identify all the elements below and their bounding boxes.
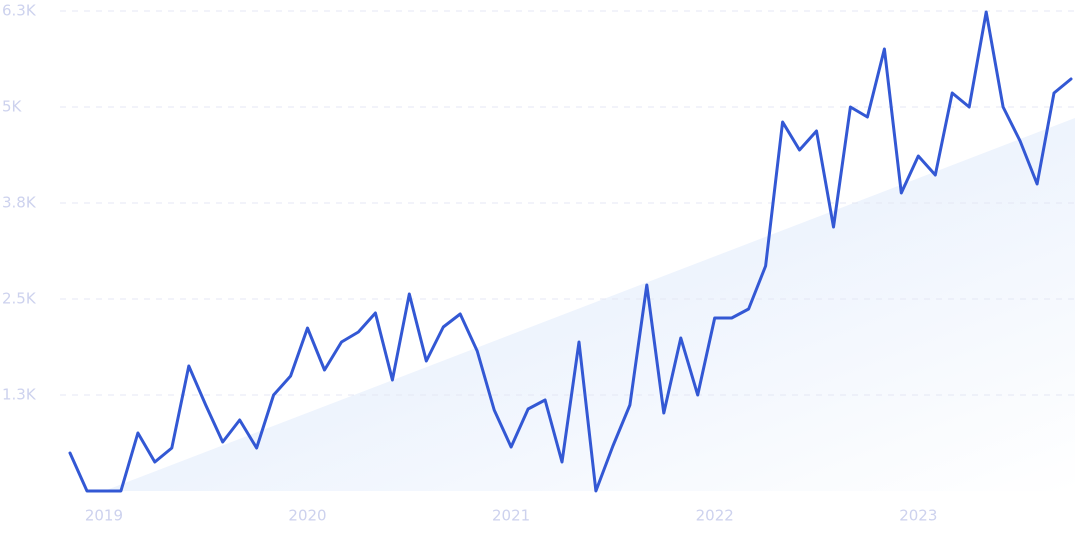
y-tick-label: 2.5K [2, 290, 37, 308]
trend-line [68, 10, 1073, 493]
x-tick-label: 2021 [492, 507, 530, 525]
y-tick-label: 5K [2, 98, 23, 116]
x-tick-label: 2022 [696, 507, 734, 525]
y-tick-label: 1.3K [2, 386, 37, 404]
x-tick-label: 2020 [288, 507, 326, 525]
y-tick-label: 3.8K [2, 194, 37, 212]
trend-area [104, 118, 1075, 491]
y-tick-label: 6.3K [2, 2, 37, 20]
x-tick-label: 2019 [85, 507, 123, 525]
x-tick-label: 2023 [899, 507, 937, 525]
